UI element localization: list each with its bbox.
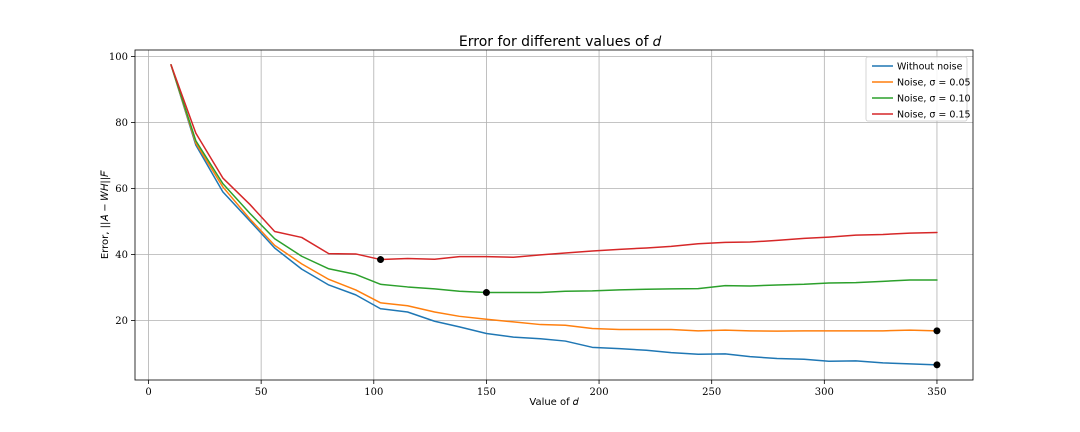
x-tick-label: 200 bbox=[590, 387, 609, 398]
chart-title: Error for different values of 𝑑 bbox=[459, 34, 662, 50]
highlight-points bbox=[377, 256, 941, 369]
series-line-4 bbox=[170, 64, 938, 261]
legend-label-3: Noise, σ = 0.10 bbox=[897, 94, 971, 105]
x-tick-label: 250 bbox=[702, 387, 721, 398]
series-lines bbox=[170, 64, 938, 366]
highlight-point bbox=[482, 289, 490, 297]
highlight-point bbox=[377, 256, 385, 264]
y-tick-label: 60 bbox=[115, 184, 128, 195]
axis-ticks: 0 50 100 150 200 250 300 350 20 40 60 80 100 bbox=[109, 52, 947, 398]
x-tick-label: 300 bbox=[815, 387, 834, 398]
x-tick-label: 100 bbox=[364, 387, 383, 398]
highlight-point bbox=[933, 327, 941, 335]
y-tick-label: 20 bbox=[115, 316, 128, 327]
x-tick-label: 0 bbox=[145, 387, 151, 398]
legend-label-1: Without noise bbox=[897, 62, 963, 73]
legend: Without noise Noise, σ = 0.05 Noise, σ = 0… bbox=[865, 56, 971, 122]
plot-frame bbox=[134, 49, 974, 381]
series-line-3 bbox=[170, 64, 938, 294]
highlight-point bbox=[933, 361, 941, 369]
series-line-2 bbox=[170, 64, 938, 332]
y-tick-label: 40 bbox=[115, 250, 128, 261]
x-tick-label: 350 bbox=[927, 387, 946, 398]
series-line-1 bbox=[170, 64, 938, 366]
grid-lines bbox=[135, 50, 973, 380]
x-tick-label: 50 bbox=[255, 387, 268, 398]
y-axis-label: Error, ||𝐴 − 𝑊𝐻||𝐹 bbox=[100, 170, 111, 259]
legend-box bbox=[865, 56, 968, 122]
legend-label-2: Noise, σ = 0.05 bbox=[897, 78, 971, 89]
legend-label-4: Noise, σ = 0.15 bbox=[897, 110, 971, 121]
x-axis-label: Value of 𝑑 bbox=[529, 397, 578, 408]
y-tick-label: 80 bbox=[115, 118, 128, 129]
y-tick-label: 100 bbox=[109, 52, 128, 63]
x-tick-label: 150 bbox=[477, 387, 496, 398]
